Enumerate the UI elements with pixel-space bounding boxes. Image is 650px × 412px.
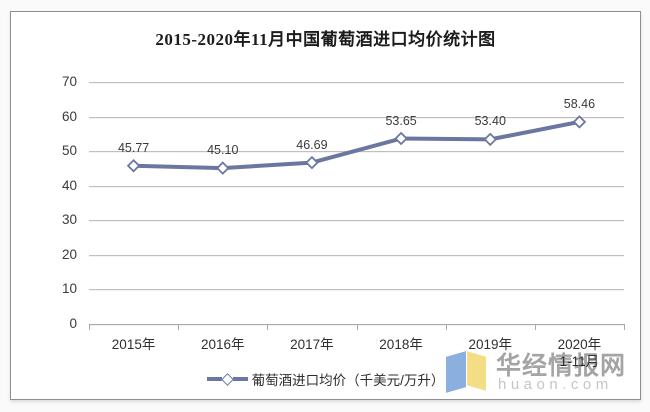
line-series [131, 119, 582, 171]
line-chart-svg [126, 115, 587, 175]
y-axis: 0 10 20 30 40 50 60 70 [11, 12, 640, 399]
data-point-label: 53.65 [385, 113, 417, 128]
data-point-marker [305, 155, 319, 170]
x-axis-tick-mark [356, 324, 358, 330]
data-point-label: 45.10 [207, 143, 239, 158]
plot-area: 45.77 45.10 46.69 53.65 53.40 58.46 [89, 82, 624, 325]
data-point-marker [483, 132, 498, 147]
data-point-label: 58.46 [563, 96, 596, 111]
legend-diamond-icon [220, 372, 234, 386]
x-axis-tick-mark [267, 324, 269, 330]
y-axis-tick-label: 30 [61, 212, 77, 228]
watermark-site-url: huaon.com [498, 376, 613, 393]
data-point-label: 53.40 [474, 114, 506, 129]
chart-container: 2015-2020年11月中国葡萄酒进口均价统计图 45.77 45.10 46.6… [10, 11, 641, 400]
y-axis-tick-label: 0 [69, 316, 77, 331]
gridline [89, 289, 624, 291]
y-axis-tick-label: 20 [61, 246, 77, 262]
gridline [89, 220, 624, 222]
x-axis-tick-mark [89, 324, 90, 330]
x-axis-tick-mark [624, 324, 625, 330]
data-point-marker [572, 115, 587, 129]
gridline [89, 82, 624, 83]
gridline [89, 254, 624, 256]
y-axis-tick-label: 50 [61, 143, 77, 159]
legend-line-icon [232, 377, 248, 381]
y-axis-tick-label: 40 [61, 177, 77, 193]
watermark: 华经情报网 huaon.com [444, 342, 632, 402]
legend: 葡萄酒进口均价（千美元/万升） [11, 368, 640, 390]
x-axis-tick-mark [178, 324, 180, 330]
watermark-site-name: 华经情报网 [496, 352, 627, 380]
data-point-label: 46.69 [296, 137, 328, 152]
gridline [89, 116, 624, 118]
y-axis-tick-label: 70 [61, 74, 77, 89]
gridline [89, 185, 624, 187]
chart-title: 2015-2020年11月中国葡萄酒进口均价统计图 [155, 30, 496, 49]
data-point-marker [394, 131, 408, 146]
x-axis-tick-mark [445, 324, 447, 330]
data-point-marker [126, 158, 141, 173]
y-axis-tick-label: 10 [61, 281, 77, 297]
x-axis-tick-mark [534, 324, 536, 330]
legend-line-icon [206, 377, 222, 381]
legend-label: 葡萄酒进口均价（千美元/万升） [251, 373, 445, 388]
data-point-marker [215, 161, 230, 175]
y-axis-tick-label: 60 [61, 108, 77, 124]
data-point-label: 45.77 [117, 140, 150, 155]
